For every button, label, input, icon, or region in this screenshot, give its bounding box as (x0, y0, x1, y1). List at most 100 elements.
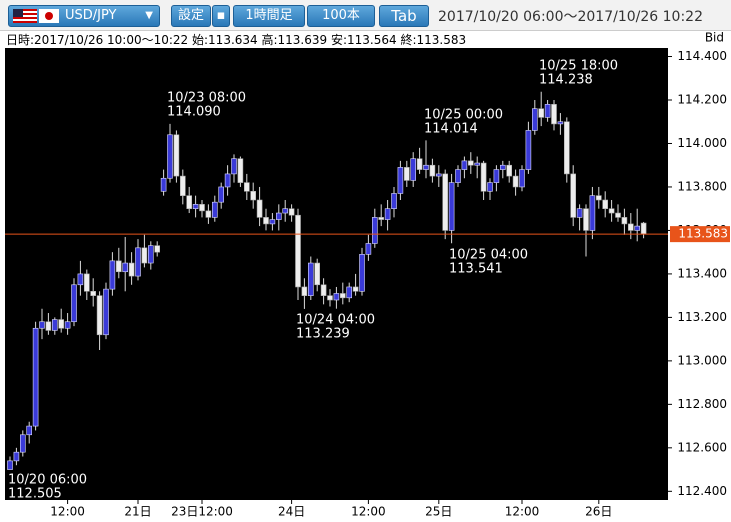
annotation-value: 114.014 (424, 122, 478, 137)
candle-body (109, 260, 116, 290)
y-tick-label: 112.400 (677, 484, 727, 498)
candle-body (167, 134, 173, 179)
candle-body (212, 201, 218, 218)
candle-body (58, 319, 65, 329)
x-tick-label: 24日 (278, 505, 305, 519)
candle-body (64, 321, 71, 329)
candle-body (608, 208, 615, 214)
y-tick-label: 113.200 (677, 310, 727, 324)
annotation-time: 10/25 04:00 (449, 248, 528, 263)
timeframe-button[interactable]: 1時間足 (233, 5, 305, 27)
candle-body (224, 173, 231, 188)
candle-body (544, 104, 551, 118)
symbol: USD/JPY (65, 8, 117, 23)
candle-body (307, 262, 314, 296)
us-flag (13, 9, 37, 23)
candle-body (429, 164, 436, 177)
annotation-value: 114.090 (167, 105, 221, 120)
candle-body (448, 182, 455, 231)
y-tick-label: 114.400 (677, 49, 727, 63)
candle-body (602, 199, 609, 209)
candle-body (180, 175, 186, 196)
candle-body (595, 195, 602, 201)
candle-body (218, 186, 224, 203)
candle-body (352, 286, 359, 292)
candle-body (339, 293, 346, 299)
candle-body (320, 284, 327, 296)
candle-body (589, 195, 596, 231)
icon-button[interactable]: ▪ (212, 5, 230, 27)
candle-body (51, 319, 58, 331)
candle-body (282, 208, 289, 214)
candle-body (499, 164, 506, 170)
candle-body (192, 204, 199, 209)
candle-body (576, 208, 583, 218)
candle-body (141, 247, 148, 264)
annotation-value: 113.541 (449, 262, 503, 277)
ohlc-info: 日時:2017/10/26 10:00～10:22 始:113.634 高:11… (6, 33, 467, 47)
candle-body (435, 173, 442, 177)
candle-body (13, 451, 20, 462)
candle-body (506, 164, 513, 177)
candle-body (583, 208, 589, 231)
candle-body (359, 254, 365, 292)
y-tick-label: 113.400 (677, 266, 727, 280)
candle-body (634, 225, 641, 231)
candle-body (474, 162, 481, 166)
candle-body (205, 210, 212, 218)
annotation-value: 114.238 (539, 73, 593, 88)
candle-body (563, 121, 570, 175)
annotation-time: 10/23 08:00 (167, 91, 246, 106)
candle-body (493, 169, 500, 183)
candle-body (7, 460, 13, 470)
candle-body (346, 286, 353, 299)
candle-body (186, 195, 192, 209)
y-tick-label: 114.000 (677, 136, 727, 150)
candle-body (71, 284, 77, 323)
count-button[interactable]: 100本 (307, 5, 375, 27)
price-tag-label: 113.583 (678, 227, 728, 241)
candle-body (256, 199, 263, 218)
candle-body (275, 212, 282, 220)
annotation-time: 10/25 00:00 (424, 108, 503, 123)
candle-body (467, 160, 474, 166)
candle-body (378, 217, 385, 220)
settings-button[interactable]: 設定 (171, 5, 211, 27)
candle-body (96, 295, 103, 336)
price-tag (670, 226, 730, 243)
candle-body (557, 121, 564, 125)
candle-body (26, 425, 33, 436)
candle-body (621, 217, 628, 225)
candle-body (84, 273, 90, 292)
symbol-selector[interactable]: USD/JPY ▼ (8, 5, 160, 27)
candle-body (39, 321, 45, 329)
candle-body (525, 130, 532, 170)
candle-body (173, 134, 180, 177)
candle-body (32, 327, 39, 427)
x-tick-label: 12:00 (505, 505, 540, 519)
candle-body (288, 208, 295, 216)
plot-background (5, 48, 668, 500)
candle-body (103, 288, 109, 336)
candle-body (122, 262, 128, 273)
tab-button[interactable]: Tab (379, 5, 429, 27)
candle-body (615, 212, 621, 218)
candle-body (135, 247, 141, 277)
candle-body (148, 245, 154, 264)
y-tick-label: 114.200 (677, 93, 727, 107)
candle-body (531, 108, 538, 131)
candle-body (384, 208, 391, 220)
candle-body (244, 182, 250, 192)
candle-body (519, 169, 525, 188)
candle-body (416, 158, 423, 170)
candle-body (250, 191, 256, 201)
dropdown-arrow: ▼ (145, 10, 153, 21)
candle-body (461, 160, 468, 170)
candle-body (327, 295, 333, 301)
candle-body (19, 434, 26, 453)
candle-body (423, 164, 429, 170)
candle-body (295, 214, 301, 288)
x-tick-label: 12:00 (50, 505, 85, 519)
candle-body (410, 158, 417, 181)
